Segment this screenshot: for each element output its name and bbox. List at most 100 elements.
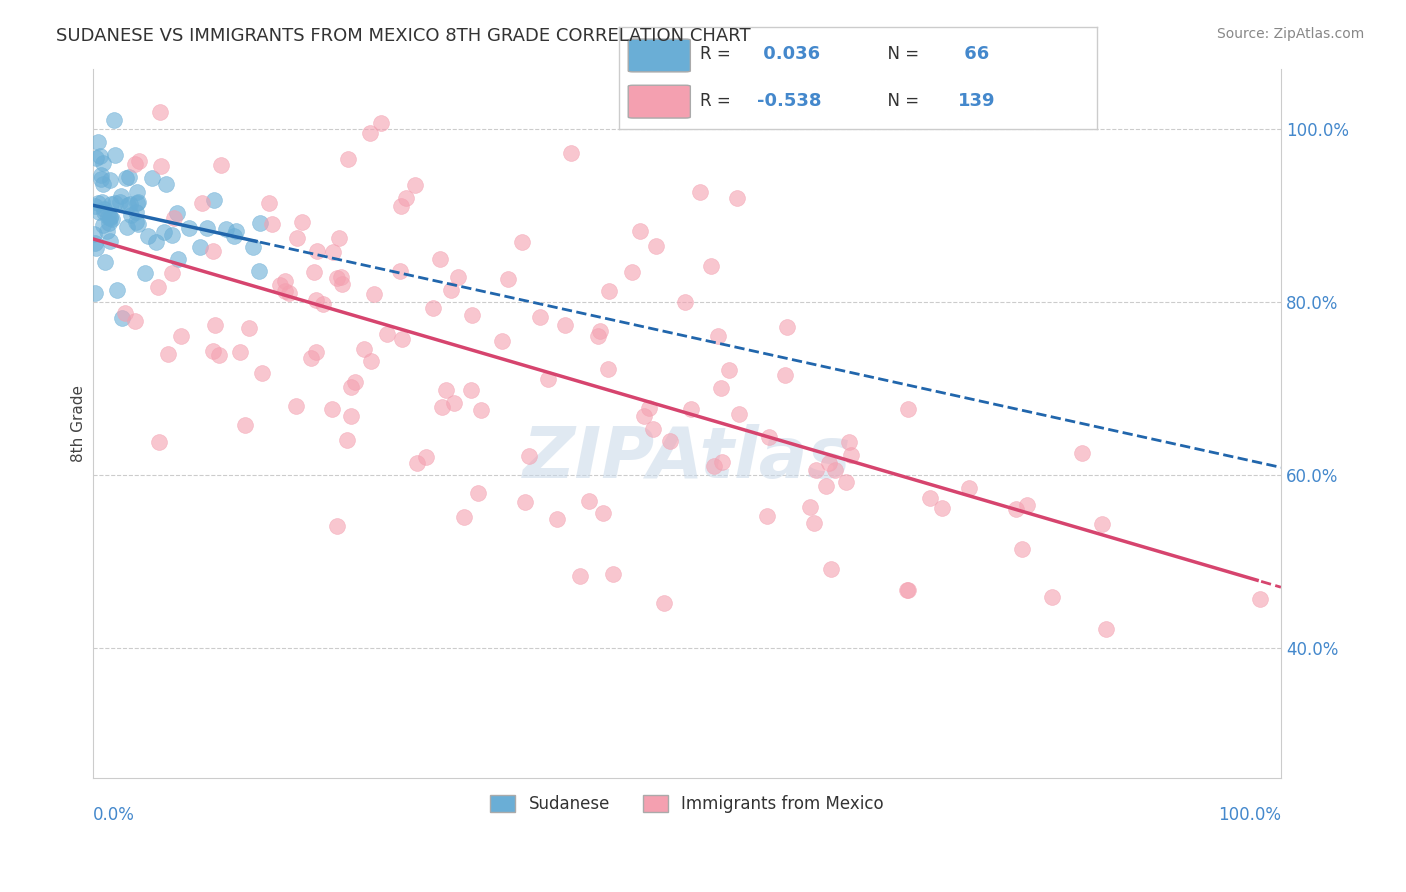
Point (110, 188, 132, 202)
Point (328, 231, 350, 245)
Point (146, 280, 169, 294)
Text: R =: R = (700, 45, 735, 63)
Point (312, 297, 335, 311)
Point (638, 401, 661, 415)
Point (330, 277, 353, 292)
Text: SUDANESE VS IMMIGRANTS FROM MEXICO 8TH GRADE CORRELATION CHART: SUDANESE VS IMMIGRANTS FROM MEXICO 8TH G… (56, 27, 751, 45)
Point (201, 343, 224, 358)
Point (586, 329, 609, 343)
Point (260, 217, 283, 231)
Point (1017, 498, 1039, 512)
Point (117, 198, 139, 212)
Point (432, 400, 454, 414)
Point (125, 185, 148, 199)
Point (98, 234, 121, 248)
Point (103, 112, 125, 127)
Text: R =: R = (700, 92, 735, 110)
Point (644, 239, 666, 253)
Point (91, 156, 114, 170)
Point (93, 202, 115, 216)
Point (202, 244, 225, 258)
Point (83, 235, 105, 250)
Point (897, 401, 920, 416)
Point (773, 368, 796, 382)
Point (337, 152, 360, 166)
Point (803, 516, 825, 530)
Point (1004, 502, 1026, 516)
Point (370, 116, 392, 130)
Point (305, 244, 328, 258)
Point (689, 186, 711, 200)
Point (461, 308, 484, 322)
Point (238, 320, 260, 334)
Point (117, 220, 139, 235)
Point (1094, 622, 1116, 636)
Point (467, 486, 489, 500)
Point (215, 222, 238, 236)
Point (491, 334, 513, 348)
Point (160, 228, 183, 243)
Point (155, 177, 177, 191)
Point (136, 229, 159, 244)
Point (302, 265, 325, 279)
Point (896, 582, 918, 597)
Point (96, 224, 118, 238)
Point (820, 562, 842, 576)
Point (125, 215, 148, 229)
Point (252, 366, 274, 380)
Point (460, 384, 482, 398)
Point (86, 135, 108, 149)
Point (643, 422, 665, 436)
Point (117, 169, 139, 184)
Point (211, 158, 233, 172)
Point (513, 494, 536, 508)
Point (659, 434, 682, 448)
Point (727, 191, 749, 205)
Point (91, 194, 114, 209)
Point (326, 518, 349, 533)
Point (269, 277, 291, 292)
Point (359, 126, 381, 140)
Point (673, 294, 696, 309)
Text: 139: 139 (957, 92, 995, 110)
Point (336, 433, 359, 447)
Point (128, 154, 150, 169)
Point (98, 210, 121, 224)
Text: Source: ZipAtlas.com: Source: ZipAtlas.com (1216, 27, 1364, 41)
Point (91, 177, 114, 191)
Point (443, 396, 465, 410)
Point (728, 407, 751, 421)
Point (598, 361, 620, 376)
Point (149, 104, 172, 119)
Text: N =: N = (877, 92, 924, 110)
Point (233, 418, 256, 433)
Point (405, 178, 427, 193)
Point (340, 409, 363, 424)
Point (305, 293, 328, 307)
Point (208, 348, 231, 362)
Point (330, 269, 353, 284)
Point (93, 205, 115, 219)
Point (517, 449, 540, 463)
Point (101, 211, 124, 226)
Point (568, 569, 591, 583)
Point (560, 145, 582, 160)
Point (453, 509, 475, 524)
Point (628, 224, 651, 238)
Point (291, 215, 314, 229)
Text: -0.538: -0.538 (758, 92, 821, 110)
Point (706, 329, 728, 343)
Point (105, 283, 128, 297)
Point (815, 479, 838, 493)
Point (304, 344, 326, 359)
Point (120, 208, 142, 222)
Point (621, 265, 644, 279)
Point (1040, 590, 1063, 604)
Point (89, 149, 111, 163)
Point (897, 582, 920, 597)
Point (190, 196, 212, 211)
Point (652, 596, 675, 610)
Point (87, 195, 110, 210)
Point (343, 376, 366, 390)
Point (415, 450, 437, 464)
